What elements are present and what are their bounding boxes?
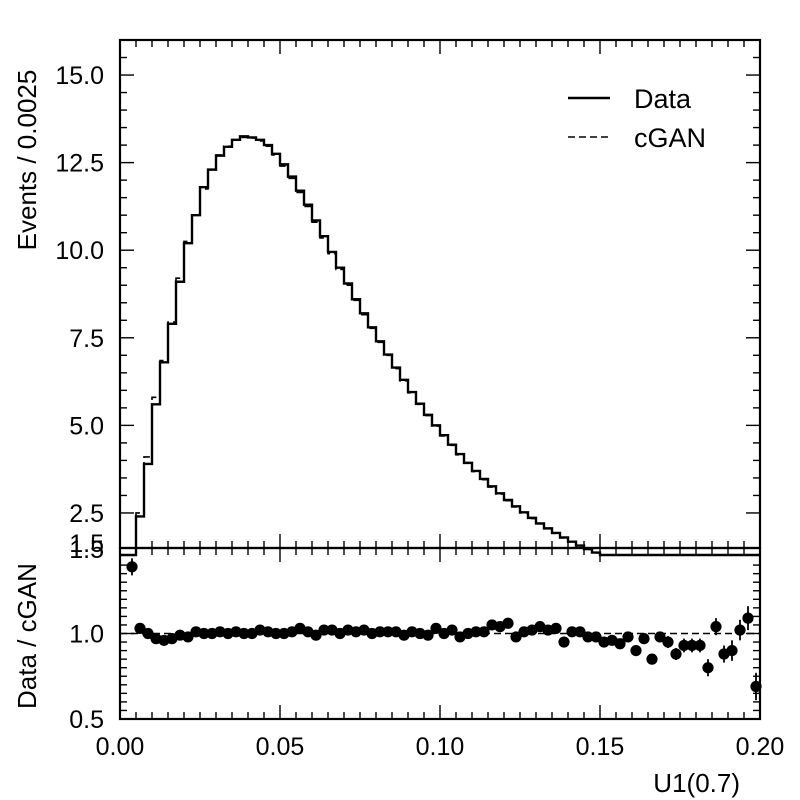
- ratio-point: [734, 624, 746, 636]
- upper-y-tick-label: 5.0: [69, 412, 104, 440]
- upper-panel-frame: [118, 38, 762, 550]
- ratio-point: [702, 662, 714, 674]
- upper-y-axis-title: Events / 0.0025: [12, 70, 42, 251]
- ratio-point: [566, 626, 578, 638]
- ratio-point: [558, 636, 570, 648]
- ratio-point: [654, 631, 666, 643]
- ratio-point: [638, 633, 650, 645]
- ratio-point: [550, 622, 562, 634]
- x-tick-label: 0.10: [416, 733, 465, 761]
- upper-y-tick-label: 1.5: [69, 530, 104, 558]
- ratio-point: [198, 627, 210, 640]
- ratio-point: [686, 639, 698, 652]
- ratio-point: [134, 622, 146, 634]
- ratio-point: [430, 622, 442, 634]
- ratio-point: [374, 626, 386, 638]
- ratio-point: [318, 624, 330, 636]
- x-tick-label: 0.00: [96, 733, 145, 761]
- ratio-point: [238, 627, 250, 640]
- ratio-point: [310, 629, 322, 641]
- ratio-point: [382, 626, 394, 638]
- ratio-point: [678, 639, 690, 652]
- lower-panel-frame: [118, 546, 762, 721]
- ratio-point: [614, 638, 626, 650]
- ratio-point: [422, 629, 434, 641]
- ratio-point: [726, 645, 738, 657]
- legend: Data cGAN: [568, 84, 706, 153]
- x-axis-title: U1(0.7): [653, 768, 740, 798]
- ratio-point: [126, 561, 138, 573]
- cgan-histogram: [120, 136, 760, 556]
- ratio-point: [470, 626, 482, 638]
- upper-y-tick-label: 10.0: [55, 237, 104, 265]
- ratio-point: [502, 617, 514, 629]
- upper-y-tick-label: 12.5: [55, 150, 104, 178]
- labels-layer: 0.00 0.05 0.10 0.15 0.20 15.0 12.5 10.0 7.5 5.0 2.…: [55, 62, 784, 761]
- ratio-point: [742, 612, 754, 624]
- ratio-point: [478, 626, 490, 638]
- ratio-point: [694, 639, 706, 652]
- lower-y-tick-label: 1.0: [69, 621, 104, 649]
- upper-y-tick-label: 7.5: [69, 325, 104, 353]
- x-tick-label: 0.15: [576, 733, 625, 761]
- series-layer: [120, 135, 762, 701]
- ratio-point: [590, 631, 602, 643]
- x-tick-label: 0.05: [256, 733, 305, 761]
- ratio-point: [662, 636, 674, 648]
- ratio-point: [182, 631, 194, 643]
- ratio-point: [446, 624, 458, 636]
- ratio-point: [270, 627, 282, 640]
- legend-data-label: Data: [634, 84, 692, 114]
- ratio-point: [582, 631, 594, 643]
- ratio-point: [510, 631, 522, 643]
- upper-y-tick-label: 15.0: [55, 62, 104, 90]
- ratio-point: [646, 653, 658, 665]
- ratio-point: [630, 645, 642, 657]
- ratio-point: [142, 627, 154, 640]
- lower-y-axis-title: Data / cGAN: [12, 563, 42, 709]
- lower-y-tick-label: 0.5: [69, 706, 104, 734]
- ratio-point: [710, 621, 722, 633]
- data-histogram: [120, 135, 760, 557]
- ratio-point: [574, 626, 586, 638]
- x-tick-label: 0.20: [736, 733, 785, 761]
- ratio-point: [750, 680, 762, 693]
- upper-y-tick-label: 2.5: [69, 500, 104, 528]
- lower-y-tick-label: 1.5: [69, 536, 104, 564]
- legend-cgan-label: cGAN: [634, 123, 706, 153]
- ratio-point: [622, 631, 634, 643]
- ratio-point: [670, 648, 682, 660]
